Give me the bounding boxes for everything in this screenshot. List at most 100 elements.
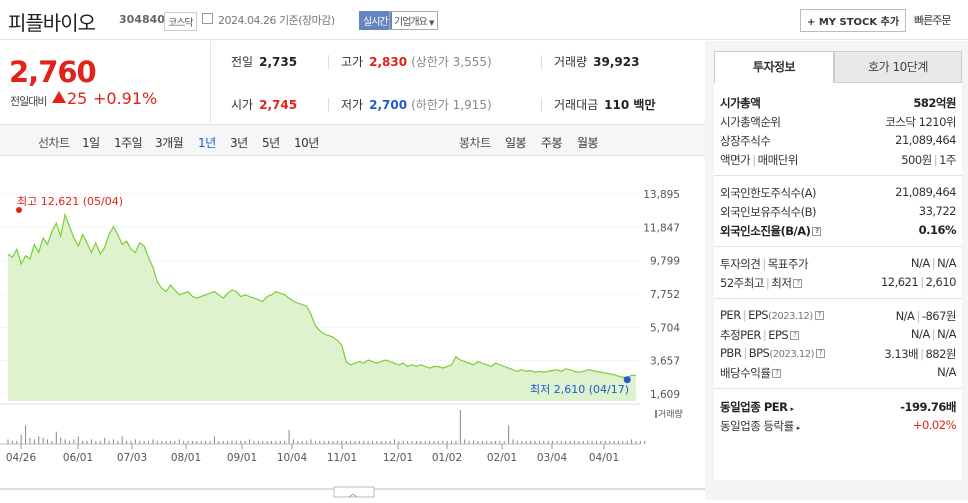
row-value: 21,089,464 (895, 185, 956, 199)
help-icon[interactable]: ? (812, 227, 822, 236)
range-1w[interactable]: 1주일 (114, 136, 143, 150)
tab-hoga[interactable]: 호가 10단계 (834, 51, 962, 83)
row-value2: N/A (937, 256, 956, 270)
realtime-button[interactable]: 실시간 (359, 11, 392, 30)
range-5y[interactable]: 5년 (262, 136, 280, 150)
up-arrow-icon (52, 91, 66, 103)
volume-bar (156, 440, 158, 444)
row-sector-per: 동일업종 PER ▸ -199.76배 (720, 399, 956, 417)
chevron-up-icon[interactable]: ︿ (349, 489, 357, 498)
help-icon[interactable]: ? (815, 349, 825, 358)
volume-bar (350, 440, 352, 444)
volume-bar (319, 440, 321, 444)
candle-daily[interactable]: 일봉 (505, 136, 527, 150)
mystock-add-button[interactable]: + MY STOCK 추가 (800, 9, 907, 32)
help-icon[interactable]: ? (814, 311, 824, 320)
stat-prev: 전일 2,735 (231, 53, 297, 70)
volume-bar (257, 440, 259, 444)
volume-bar (477, 440, 479, 444)
range-10y[interactable]: 10년 (294, 136, 319, 150)
y-tick-label: 11,847 (643, 222, 680, 234)
volume-bar (604, 440, 606, 444)
stat-value: 39,923 (593, 55, 640, 69)
quick-order-label: 빠른주문 (914, 14, 951, 27)
volume-bar (134, 439, 136, 444)
range-3m[interactable]: 3개월 (155, 136, 184, 150)
row-foreign-hold: 외국인보유주식수(B) 33,722 (720, 204, 957, 222)
volume-bar (104, 437, 106, 444)
volume-bar (29, 437, 31, 444)
volume-bar (499, 440, 501, 444)
help-icon[interactable]: ? (793, 279, 803, 288)
candle-weekly[interactable]: 주봉 (541, 136, 563, 150)
x-tick-label: 04/26 (6, 452, 37, 464)
volume-bar (235, 440, 237, 444)
volume-bar (275, 440, 277, 444)
volume-bar (415, 440, 417, 444)
volume-bar (552, 440, 554, 444)
volume-bar (55, 431, 57, 444)
volume-bar (578, 440, 580, 444)
range-1d[interactable]: 1일 (82, 136, 100, 150)
row-value2: 1주 (939, 153, 956, 167)
volume-bar (521, 440, 523, 444)
tab-invest-info[interactable]: 투자정보 (714, 51, 834, 83)
quick-order-link[interactable]: 빠른주문 (914, 12, 951, 28)
volume-bar (626, 440, 628, 444)
volume-bar (205, 440, 207, 444)
caret-right-icon[interactable]: ▸ (796, 424, 801, 432)
volume-bar (380, 440, 382, 444)
row-value: +0.02% (912, 418, 957, 432)
stat-high: 고가 2,830 (상한가 3,555) (341, 53, 492, 70)
row-rank: 시가총액순위 코스닥 1210위 (720, 114, 956, 132)
caret-right-icon[interactable]: ▸ (790, 405, 794, 413)
row-pbr: PBR | BPS(2023.12)? 3.13배 | 882원 (720, 346, 956, 361)
volume-bar (323, 440, 325, 444)
volume-bar (402, 440, 404, 444)
volume-legend-icon (655, 410, 657, 418)
y-tick-label: 1,609 (650, 389, 680, 401)
collapse-handle[interactable] (333, 486, 375, 498)
volume-bar (547, 440, 549, 444)
volume-bar (47, 439, 49, 444)
volume-bar (231, 440, 233, 444)
volume-bar (99, 440, 101, 444)
volume-bar (86, 440, 88, 444)
volume-bar (358, 440, 360, 444)
volume-bar (336, 440, 338, 444)
company-info-dropdown[interactable]: 기업개요 ▼ (389, 11, 439, 30)
volume-bar (332, 440, 334, 444)
row-period: (2023.12) (768, 311, 813, 322)
volume-bar (437, 440, 439, 444)
price-area (8, 214, 636, 401)
row-key: 시가총액 (720, 96, 761, 110)
row-key2: 목표주가 (767, 257, 809, 271)
help-icon[interactable]: ? (790, 331, 800, 340)
volume-bar (301, 440, 303, 444)
volume-bar (595, 440, 597, 444)
help-icon[interactable]: ? (772, 369, 782, 378)
range-1y[interactable]: 1년 (198, 136, 216, 150)
row-key2: EPS (768, 328, 789, 342)
stat-value: 2,700 (369, 98, 408, 112)
row-value2: N/A (937, 327, 956, 341)
calendar-icon[interactable] (202, 13, 213, 24)
volume-bar (613, 440, 615, 444)
row-key: 외국인보유주식수(B) (720, 205, 817, 219)
volume-bar (622, 440, 624, 444)
candle-chart-label: 봉차트 (459, 136, 491, 150)
row-key: 추정PER (720, 328, 761, 342)
volume-bar (64, 439, 66, 444)
divider (541, 55, 542, 69)
row-key: 상장주식수 (720, 134, 771, 148)
price-line (7, 212, 637, 379)
row-foreign-limit: 외국인한도주식수(A) 21,089,464 (720, 185, 956, 203)
row-key: 외국인한도주식수(A) (720, 186, 816, 200)
volume-bar (253, 440, 255, 444)
volume-bar (266, 440, 268, 444)
volume-bar (393, 439, 395, 444)
volume-bar (617, 440, 619, 444)
candle-monthly[interactable]: 월봉 (577, 136, 599, 150)
stock-name: 피플바이오 (8, 11, 96, 35)
range-3y[interactable]: 3년 (230, 136, 248, 150)
